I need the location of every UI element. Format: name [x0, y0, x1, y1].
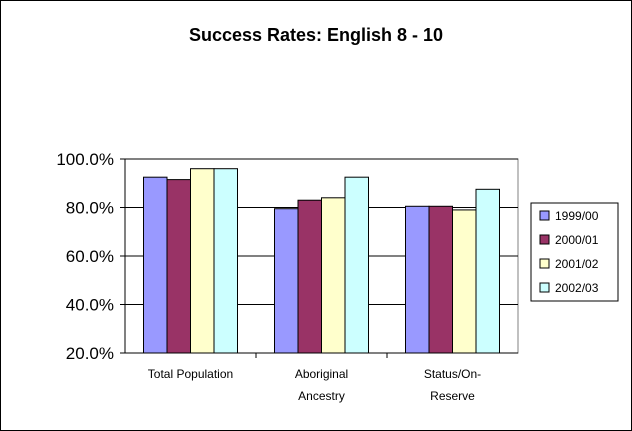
- x-tick-label: Ancestry: [298, 389, 345, 403]
- y-tick-label: 40.0%: [66, 296, 114, 315]
- legend: 1999/00 2000/01 2001/02 2002/03: [530, 202, 619, 302]
- legend-label: 1999/00: [555, 209, 599, 223]
- legend-label: 2002/03: [555, 281, 599, 295]
- x-tick-label: Status/On-: [424, 367, 481, 381]
- legend-label: 2001/02: [555, 257, 599, 271]
- bar-2001-02-1: [321, 197, 346, 354]
- y-tick-label: 60.0%: [66, 247, 114, 266]
- legend-swatch: [539, 234, 550, 245]
- y-tick-label: 80.0%: [66, 199, 114, 218]
- chart-title: Success Rates: English 8 - 10: [189, 25, 443, 45]
- x-tick-label: Reserve: [430, 389, 475, 403]
- bar-1999-00-1: [274, 208, 299, 354]
- bar-1999-00-0: [143, 176, 168, 354]
- bar-2001-02-0: [190, 168, 215, 354]
- legend-label: 2000/01: [555, 233, 599, 247]
- legend-swatch: [539, 258, 550, 269]
- bar-2002-03-1: [344, 176, 369, 354]
- bar-2002-03-0: [213, 168, 238, 354]
- bar-2000-01-0: [166, 179, 191, 354]
- legend-swatch: [539, 282, 550, 293]
- x-tick-label: Aboriginal: [295, 367, 348, 381]
- x-tick-label: Total Population: [148, 367, 233, 381]
- axes: 20.0% 40.0% 60.0% 80.0% 100.0% Total Populati…: [56, 150, 518, 403]
- y-tick-label: 100.0%: [56, 150, 114, 169]
- bar-2001-02-2: [452, 209, 477, 354]
- bars: [143, 168, 500, 354]
- bar-1999-00-2: [405, 205, 430, 354]
- y-tick-label: 20.0%: [66, 344, 114, 363]
- bar-2000-01-1: [297, 199, 322, 354]
- bar-2000-01-2: [428, 205, 453, 354]
- bar-2002-03-2: [475, 188, 500, 354]
- legend-swatch: [539, 210, 550, 221]
